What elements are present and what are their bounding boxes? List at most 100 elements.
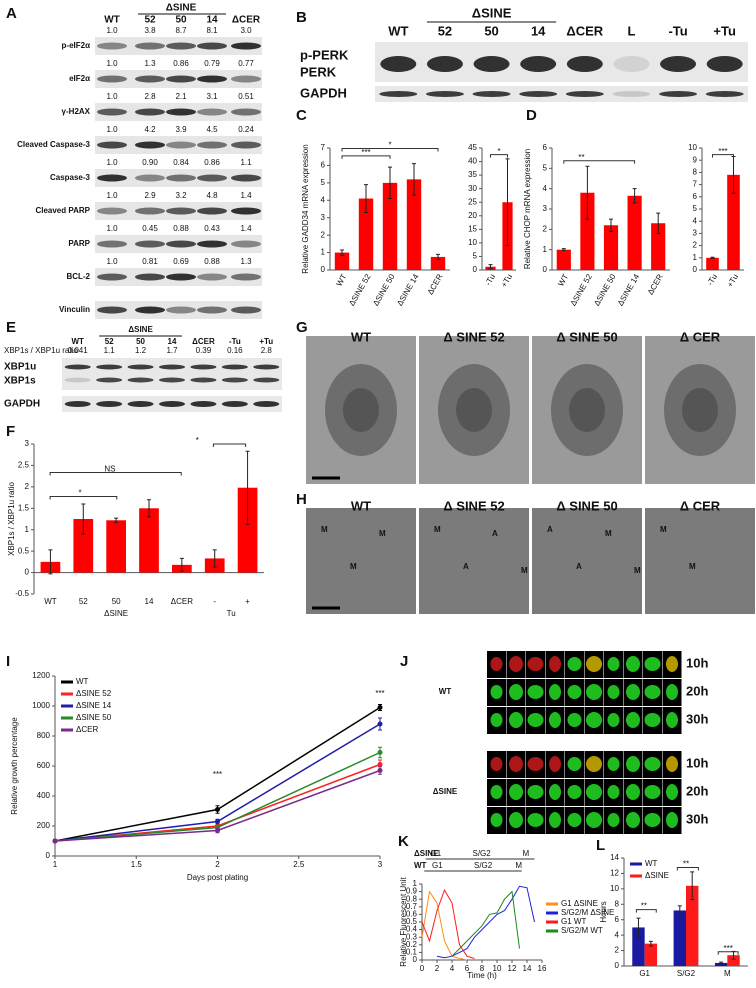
significance: **	[578, 153, 584, 162]
nucleus	[509, 784, 523, 800]
significance-bracket	[563, 160, 636, 164]
lane-header: 52	[105, 337, 114, 346]
blot-band	[96, 401, 123, 407]
y-tick-label: 10	[468, 238, 477, 247]
blot-band	[190, 364, 217, 370]
blot-band	[135, 75, 165, 83]
y-tick-label: 2	[321, 230, 326, 239]
blot-band	[159, 377, 185, 383]
time-label: 10h	[686, 755, 708, 770]
blot-band	[612, 91, 651, 97]
blot-band	[159, 401, 185, 407]
blot-image	[95, 301, 262, 319]
significance-bracket	[341, 148, 439, 152]
nucleus	[644, 813, 661, 827]
legend-label: G1 ΔSINE	[561, 899, 598, 908]
blot-band	[135, 42, 165, 50]
y-tick-label: 1	[413, 879, 418, 888]
lane-header: 52	[438, 23, 452, 38]
y-tick-label: 4	[321, 195, 326, 204]
nucleus	[644, 713, 661, 727]
y-tick-label: 0	[46, 851, 51, 860]
blot-band	[166, 108, 196, 116]
nucleus	[666, 784, 678, 800]
y-tick-label: 2	[615, 946, 620, 955]
nucleus	[567, 813, 582, 827]
time-label: 20h	[686, 683, 708, 698]
error-bar	[114, 517, 119, 523]
nucleus	[490, 713, 503, 727]
blot-band	[659, 91, 698, 97]
panel-letter: C	[296, 107, 307, 124]
blot-band	[190, 401, 217, 407]
ratio: 0.69	[173, 257, 189, 266]
blot-band	[127, 364, 154, 370]
blot-band	[135, 174, 165, 182]
ratio: 3.1	[206, 92, 218, 101]
blot-band	[97, 273, 127, 281]
nucleus	[509, 656, 523, 672]
blot-band	[197, 108, 227, 116]
micrograph-annotation: M	[350, 562, 357, 571]
blot-label: Cleaved Caspase-3	[17, 140, 90, 149]
nucleus	[586, 656, 602, 672]
error-bar	[48, 549, 53, 575]
ratio: 0.77	[238, 59, 254, 68]
nucleus	[682, 388, 718, 432]
nucleus	[549, 756, 561, 772]
nucleus	[586, 812, 602, 828]
series-line	[451, 890, 520, 957]
y-tick-label: 0.4	[406, 925, 418, 934]
blot-label: XBP1u	[4, 362, 36, 373]
panel-letter: A	[6, 5, 17, 22]
y-tick-label: 6	[543, 143, 548, 152]
point	[215, 828, 220, 833]
error-bar	[147, 499, 151, 518]
legend-label: ΔSINE 14	[76, 701, 112, 710]
error-bar	[364, 184, 368, 213]
phase-row-label: WT	[414, 861, 427, 870]
ratio: 0.79	[204, 59, 220, 68]
blot-band	[197, 306, 227, 314]
blot-band	[520, 56, 557, 72]
time-label: 30h	[686, 711, 708, 726]
blot-band	[64, 401, 91, 407]
bar	[632, 927, 645, 966]
ratio: 0.51	[238, 92, 254, 101]
y-tick-label: 0.5	[406, 917, 418, 926]
blot-band	[64, 377, 91, 383]
x-tick-label: 2.5	[293, 860, 305, 869]
phase-label: M	[523, 849, 530, 858]
y-tick-label: 0	[25, 568, 30, 577]
blot-band	[97, 75, 127, 83]
x-tick-label: 4	[450, 964, 455, 973]
point	[215, 819, 220, 824]
significance-bracket	[490, 154, 508, 158]
x-tick-label: G1	[639, 969, 650, 978]
micrograph-annotation: M	[660, 525, 667, 534]
bar	[580, 192, 595, 270]
blot-band	[166, 141, 196, 149]
micrograph-title: Δ SINE 50	[556, 498, 617, 513]
y-tick-label: 0	[413, 955, 418, 964]
x-axis-title: Time (h)	[467, 971, 497, 980]
group-label: Tu	[227, 609, 236, 618]
x-tick-label: +Tu	[499, 273, 514, 289]
bar	[714, 962, 728, 966]
blot-label: PARP	[68, 239, 90, 248]
point	[215, 807, 220, 812]
bar	[358, 198, 374, 270]
y-tick-label: 2	[543, 224, 548, 233]
blot-band	[96, 377, 123, 383]
y-tick-label: 3	[321, 213, 326, 222]
nucleus	[527, 757, 544, 771]
error-bar	[648, 940, 653, 947]
y-tick-label: 1	[543, 245, 548, 254]
ratio: 1.0	[106, 257, 118, 266]
blot-band	[135, 141, 165, 149]
blot-band	[613, 56, 650, 72]
nucleus	[490, 813, 503, 827]
ratio: 3.9	[175, 125, 187, 134]
ratio-label: XBP1s / XBP1u ratio	[4, 346, 78, 355]
nucleus	[569, 388, 605, 432]
